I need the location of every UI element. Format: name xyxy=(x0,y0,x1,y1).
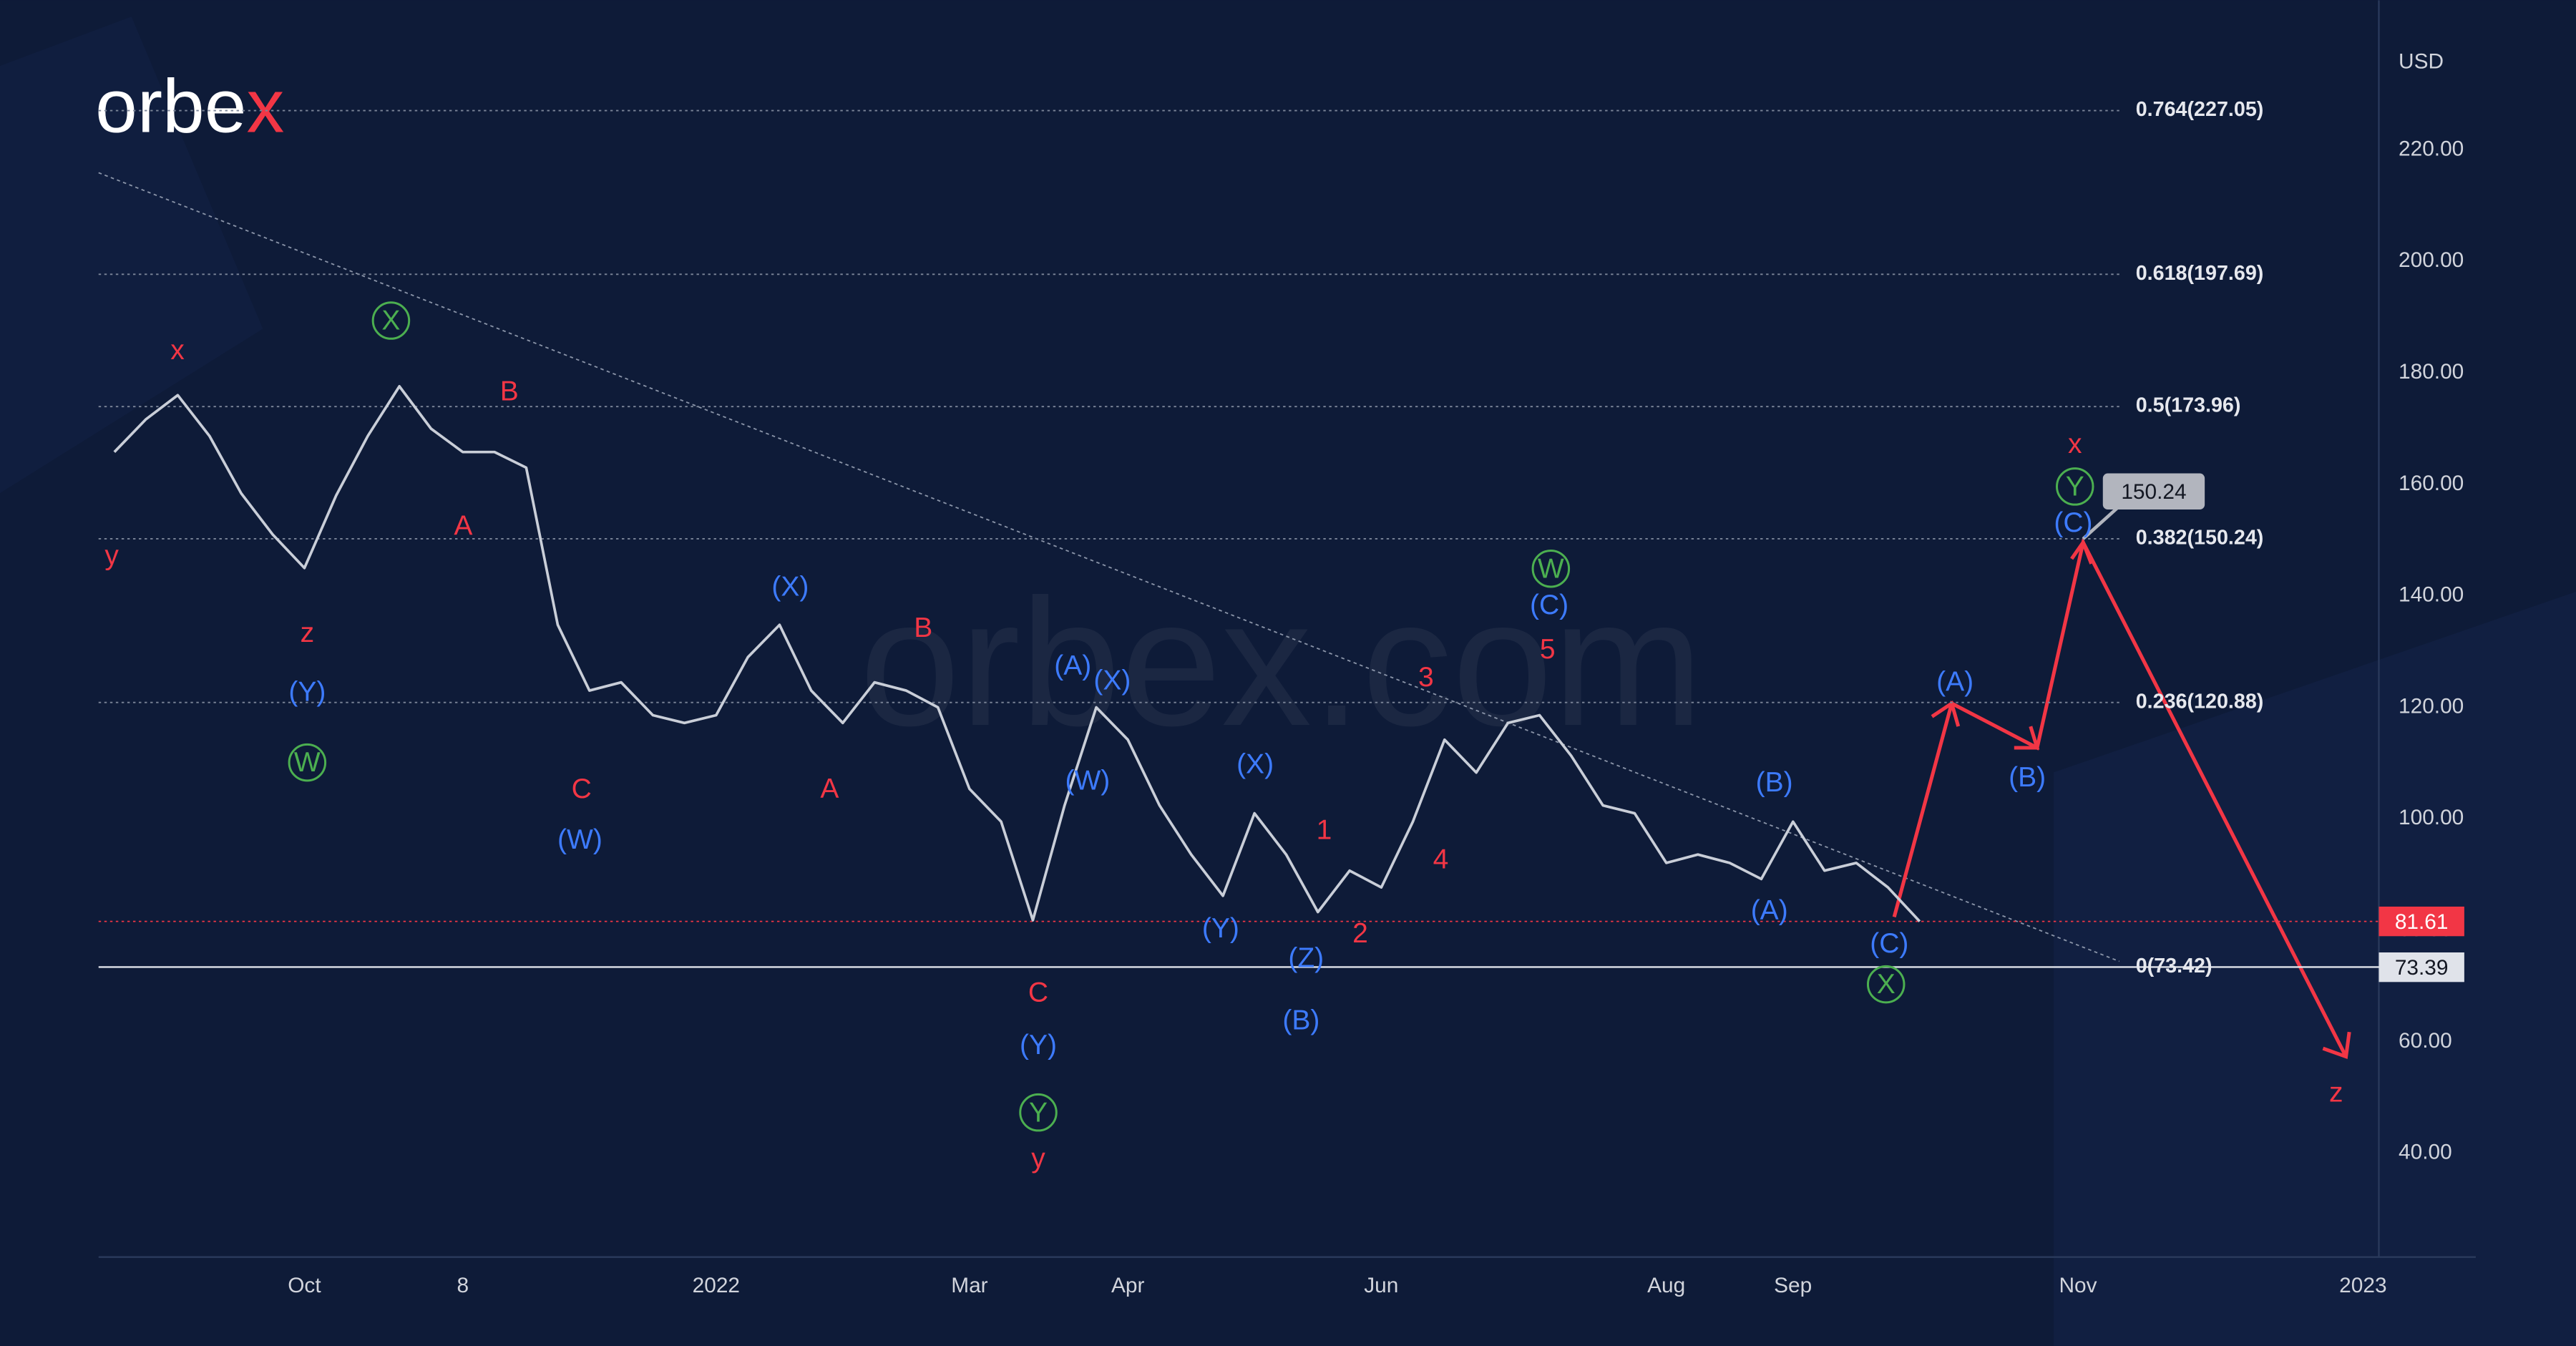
wave-label: (A) xyxy=(1054,650,1091,681)
fib-label: 0.764(227.05) xyxy=(2136,98,2264,121)
x-tick-label: Aug xyxy=(1647,1274,1685,1297)
wave-circle xyxy=(1531,549,1571,588)
wave-label: W xyxy=(1538,553,1564,584)
wave-label: (Y) xyxy=(288,677,326,708)
wave-label: z xyxy=(2329,1078,2343,1108)
wave-circle xyxy=(1866,965,1906,1004)
fib-label: 0.236(120.88) xyxy=(2136,690,2264,713)
last-price-tag-box xyxy=(2379,906,2464,937)
callout-box xyxy=(2102,473,2205,510)
fib-label: 0(73.42) xyxy=(2136,955,2212,977)
trend-line xyxy=(98,172,2120,962)
price-line xyxy=(113,385,1921,922)
wave-circle xyxy=(2055,467,2094,506)
x-tick-label: Jun xyxy=(1364,1274,1398,1297)
logo-text: orbe xyxy=(95,64,246,148)
callout-pointer xyxy=(2082,504,2121,540)
wave-label: X xyxy=(381,306,400,336)
backdrop-shape xyxy=(0,16,263,494)
x-tick-label: Apr xyxy=(1111,1274,1144,1297)
x-tick-label: 8 xyxy=(457,1274,469,1297)
y-tick-label: 220.00 xyxy=(2399,137,2464,160)
projection xyxy=(1892,537,2351,1060)
backdrop-shape xyxy=(2053,591,2576,1346)
x-tick-label: Sep xyxy=(1774,1274,1812,1297)
fib-label: 0.5(173.96) xyxy=(2136,394,2241,417)
y-tick-label: 100.00 xyxy=(2399,806,2464,829)
wave-label: (A) xyxy=(1936,667,1974,698)
x-tick-label: Oct xyxy=(288,1274,321,1297)
wave-label: 1 xyxy=(1317,814,1332,845)
wave-label: x xyxy=(2068,429,2082,459)
y-tick-label: 60.00 xyxy=(2399,1029,2452,1053)
wave-label: B xyxy=(914,613,932,643)
wave-label: (C) xyxy=(1870,928,1908,959)
wave-circle xyxy=(288,743,327,782)
arrow-head xyxy=(2070,538,2094,565)
wave-label: (C) xyxy=(1530,590,1568,620)
wave-label: 4 xyxy=(1433,844,1449,875)
wave-label: Y xyxy=(2066,472,2084,502)
x-tick-label: Mar xyxy=(951,1274,987,1297)
logo-accent: x xyxy=(247,64,285,148)
wave-label: C xyxy=(572,774,592,804)
wave-label: x xyxy=(170,335,185,366)
wave-circle xyxy=(1019,1093,1058,1132)
currency-label: USD xyxy=(2399,49,2444,73)
level-price-tag: 73.39 xyxy=(2395,956,2449,980)
y-tick-label: 120.00 xyxy=(2399,694,2464,718)
level-price-tag-box xyxy=(2379,952,2464,982)
wave-label: 3 xyxy=(1418,662,1434,693)
wave-label: (C) xyxy=(2054,507,2092,538)
last-price-tag: 81.61 xyxy=(2395,910,2449,934)
wave-label: (B) xyxy=(1756,767,1793,798)
wave-label: (Y) xyxy=(1020,1030,1057,1060)
arrow-head xyxy=(2014,726,2040,750)
wave-label: (X) xyxy=(1093,665,1131,696)
wave-label: 2 xyxy=(1352,918,1368,949)
arrow-head xyxy=(2322,1031,2351,1060)
wave-label: (X) xyxy=(771,572,809,603)
wave-label: (W) xyxy=(1065,765,1110,796)
wave-label: C xyxy=(1028,977,1048,1008)
x-tick-label: Nov xyxy=(2059,1274,2097,1297)
wave-label: y xyxy=(1031,1143,1045,1174)
wave-label: z xyxy=(301,618,315,648)
arrow-head xyxy=(1931,700,1961,727)
wave-label: A xyxy=(454,511,472,542)
fib-label: 0.382(150.24) xyxy=(2136,527,2264,550)
wave-label: (B) xyxy=(1282,1005,1319,1036)
wave-label: (Z) xyxy=(1288,942,1324,973)
wave-label: A xyxy=(820,774,839,804)
wave-label: W xyxy=(294,747,321,778)
wave-label: B xyxy=(500,376,519,406)
wave-label: (W) xyxy=(557,824,602,855)
callout-label: 150.24 xyxy=(2121,480,2186,504)
fib-label: 0.618(197.69) xyxy=(2136,262,2264,285)
wave-label: X xyxy=(1877,969,1896,1000)
wave-label: (Y) xyxy=(1202,913,1239,944)
wave-label: (A) xyxy=(1751,895,1788,926)
wave-label: y xyxy=(104,540,119,571)
wave-label: Y xyxy=(1029,1097,1048,1128)
y-tick-label: 180.00 xyxy=(2399,360,2464,384)
x-tick-label: 2022 xyxy=(693,1274,740,1297)
logo: orbex xyxy=(95,64,284,148)
wave-label: (B) xyxy=(2009,762,2046,793)
wave-label: (X) xyxy=(1236,749,1274,780)
y-tick-label: 200.00 xyxy=(2399,248,2464,272)
wave-circle xyxy=(371,301,411,340)
y-tick-label: 140.00 xyxy=(2399,583,2464,607)
x-tick-label: 2023 xyxy=(2339,1274,2386,1297)
watermark: orbex.com xyxy=(859,561,1703,764)
y-tick-label: 40.00 xyxy=(2399,1141,2452,1164)
y-tick-label: 160.00 xyxy=(2399,472,2464,495)
wave-label: 5 xyxy=(1540,634,1556,665)
